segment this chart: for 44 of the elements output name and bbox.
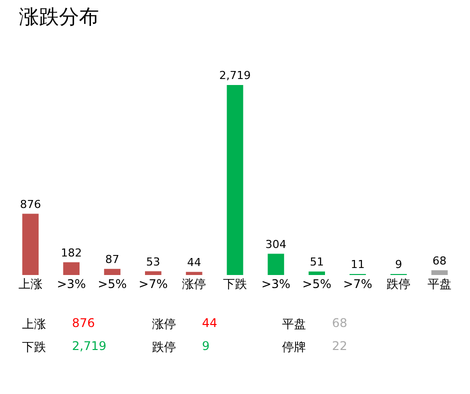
chart-title: 涨跌分布 <box>18 4 99 28</box>
x-tick-label: >7% <box>138 277 168 291</box>
data-label: 182 <box>60 246 82 260</box>
x-tick-label: 涨停 <box>182 277 206 291</box>
bar <box>186 272 202 275</box>
x-tick-label: >7% <box>343 277 372 291</box>
text: 跌停 <box>152 339 177 356</box>
text: 68 <box>332 316 348 332</box>
bar <box>145 271 162 275</box>
bar <box>431 270 448 275</box>
text: 876 <box>72 316 96 332</box>
data-label: 53 <box>146 255 160 268</box>
data-label: 2,719 <box>219 69 251 82</box>
text: 44 <box>202 316 218 332</box>
bar <box>22 214 39 275</box>
data-label: 11 <box>350 258 365 271</box>
data-label: 68 <box>432 254 447 268</box>
data-label: 876 <box>20 198 41 211</box>
text: 22 <box>332 339 348 355</box>
text: 停牌 <box>282 339 307 356</box>
x-tick-label: >3% <box>56 277 86 291</box>
text: 2,719 <box>72 339 108 355</box>
data-label: 304 <box>265 238 286 251</box>
data-label: 87 <box>105 252 120 266</box>
x-tick-label: 下跌 <box>223 277 247 291</box>
x-tick-label: >5% <box>98 277 127 291</box>
x-tick-label: 跌停 <box>386 277 411 291</box>
data-label: 51 <box>310 255 324 268</box>
x-tick-label: 上涨 <box>18 277 42 291</box>
bar <box>308 271 325 275</box>
text: 上涨 <box>22 316 47 333</box>
bar <box>226 85 244 275</box>
text: 9 <box>202 339 211 355</box>
text: 涨停 <box>152 316 177 333</box>
text: 下跌 <box>22 339 47 356</box>
x-tick-label: >3% <box>261 277 290 291</box>
text: 平盘 <box>282 316 307 333</box>
data-label: 44 <box>187 256 202 269</box>
bar <box>63 262 80 275</box>
x-tick-label: >5% <box>302 277 332 291</box>
bar <box>268 254 284 275</box>
bar <box>104 268 120 275</box>
data-label: 9 <box>395 258 402 271</box>
x-tick-label: 平盘 <box>428 277 452 291</box>
